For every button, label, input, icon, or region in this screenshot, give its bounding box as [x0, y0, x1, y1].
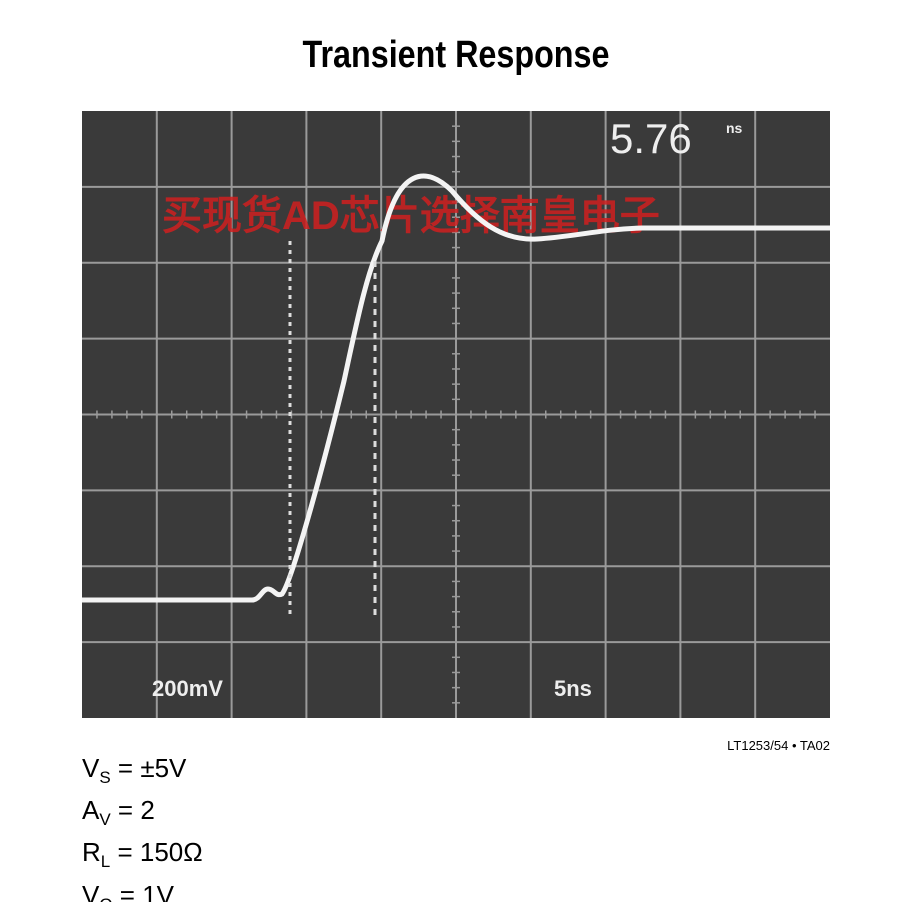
- watermark: 买现货AD芯片选择南皇电子: [162, 194, 660, 238]
- readout-value: 5.76: [610, 115, 692, 162]
- waveform: [82, 173, 830, 603]
- condition-symbol: A: [82, 795, 100, 826]
- graticule: [82, 111, 830, 718]
- figure-id: LT1253/54 • TA02: [727, 738, 830, 753]
- condition: RL = 150Ω: [82, 836, 203, 878]
- condition-symbol: V: [82, 753, 100, 783]
- condition: VS = ±5V: [82, 752, 203, 794]
- horizontal-scale: 5ns: [554, 676, 592, 701]
- condition-symbol: V: [82, 879, 100, 902]
- condition-rest: = 2: [110, 795, 155, 826]
- vertical-scale: 200mV: [152, 676, 223, 701]
- condition-rest: = 1V: [112, 879, 175, 902]
- title: Transient Response: [302, 34, 610, 76]
- condition-sub: S: [99, 768, 111, 788]
- condition-symbol: R: [82, 837, 101, 868]
- readout-unit: ns: [726, 120, 743, 136]
- condition-rest: = ±5V: [110, 753, 187, 783]
- condition: AV = 2: [82, 794, 203, 836]
- scope-screen: 买现货AD芯片选择南皇电子 5.76 ns 200mV 5ns: [82, 111, 830, 718]
- condition-sub: O: [99, 895, 112, 902]
- condition-rest: = 150Ω: [110, 837, 203, 868]
- condition-sub: V: [99, 810, 111, 830]
- condition-sub: L: [100, 852, 111, 872]
- condition: VO = 1V: [82, 879, 203, 902]
